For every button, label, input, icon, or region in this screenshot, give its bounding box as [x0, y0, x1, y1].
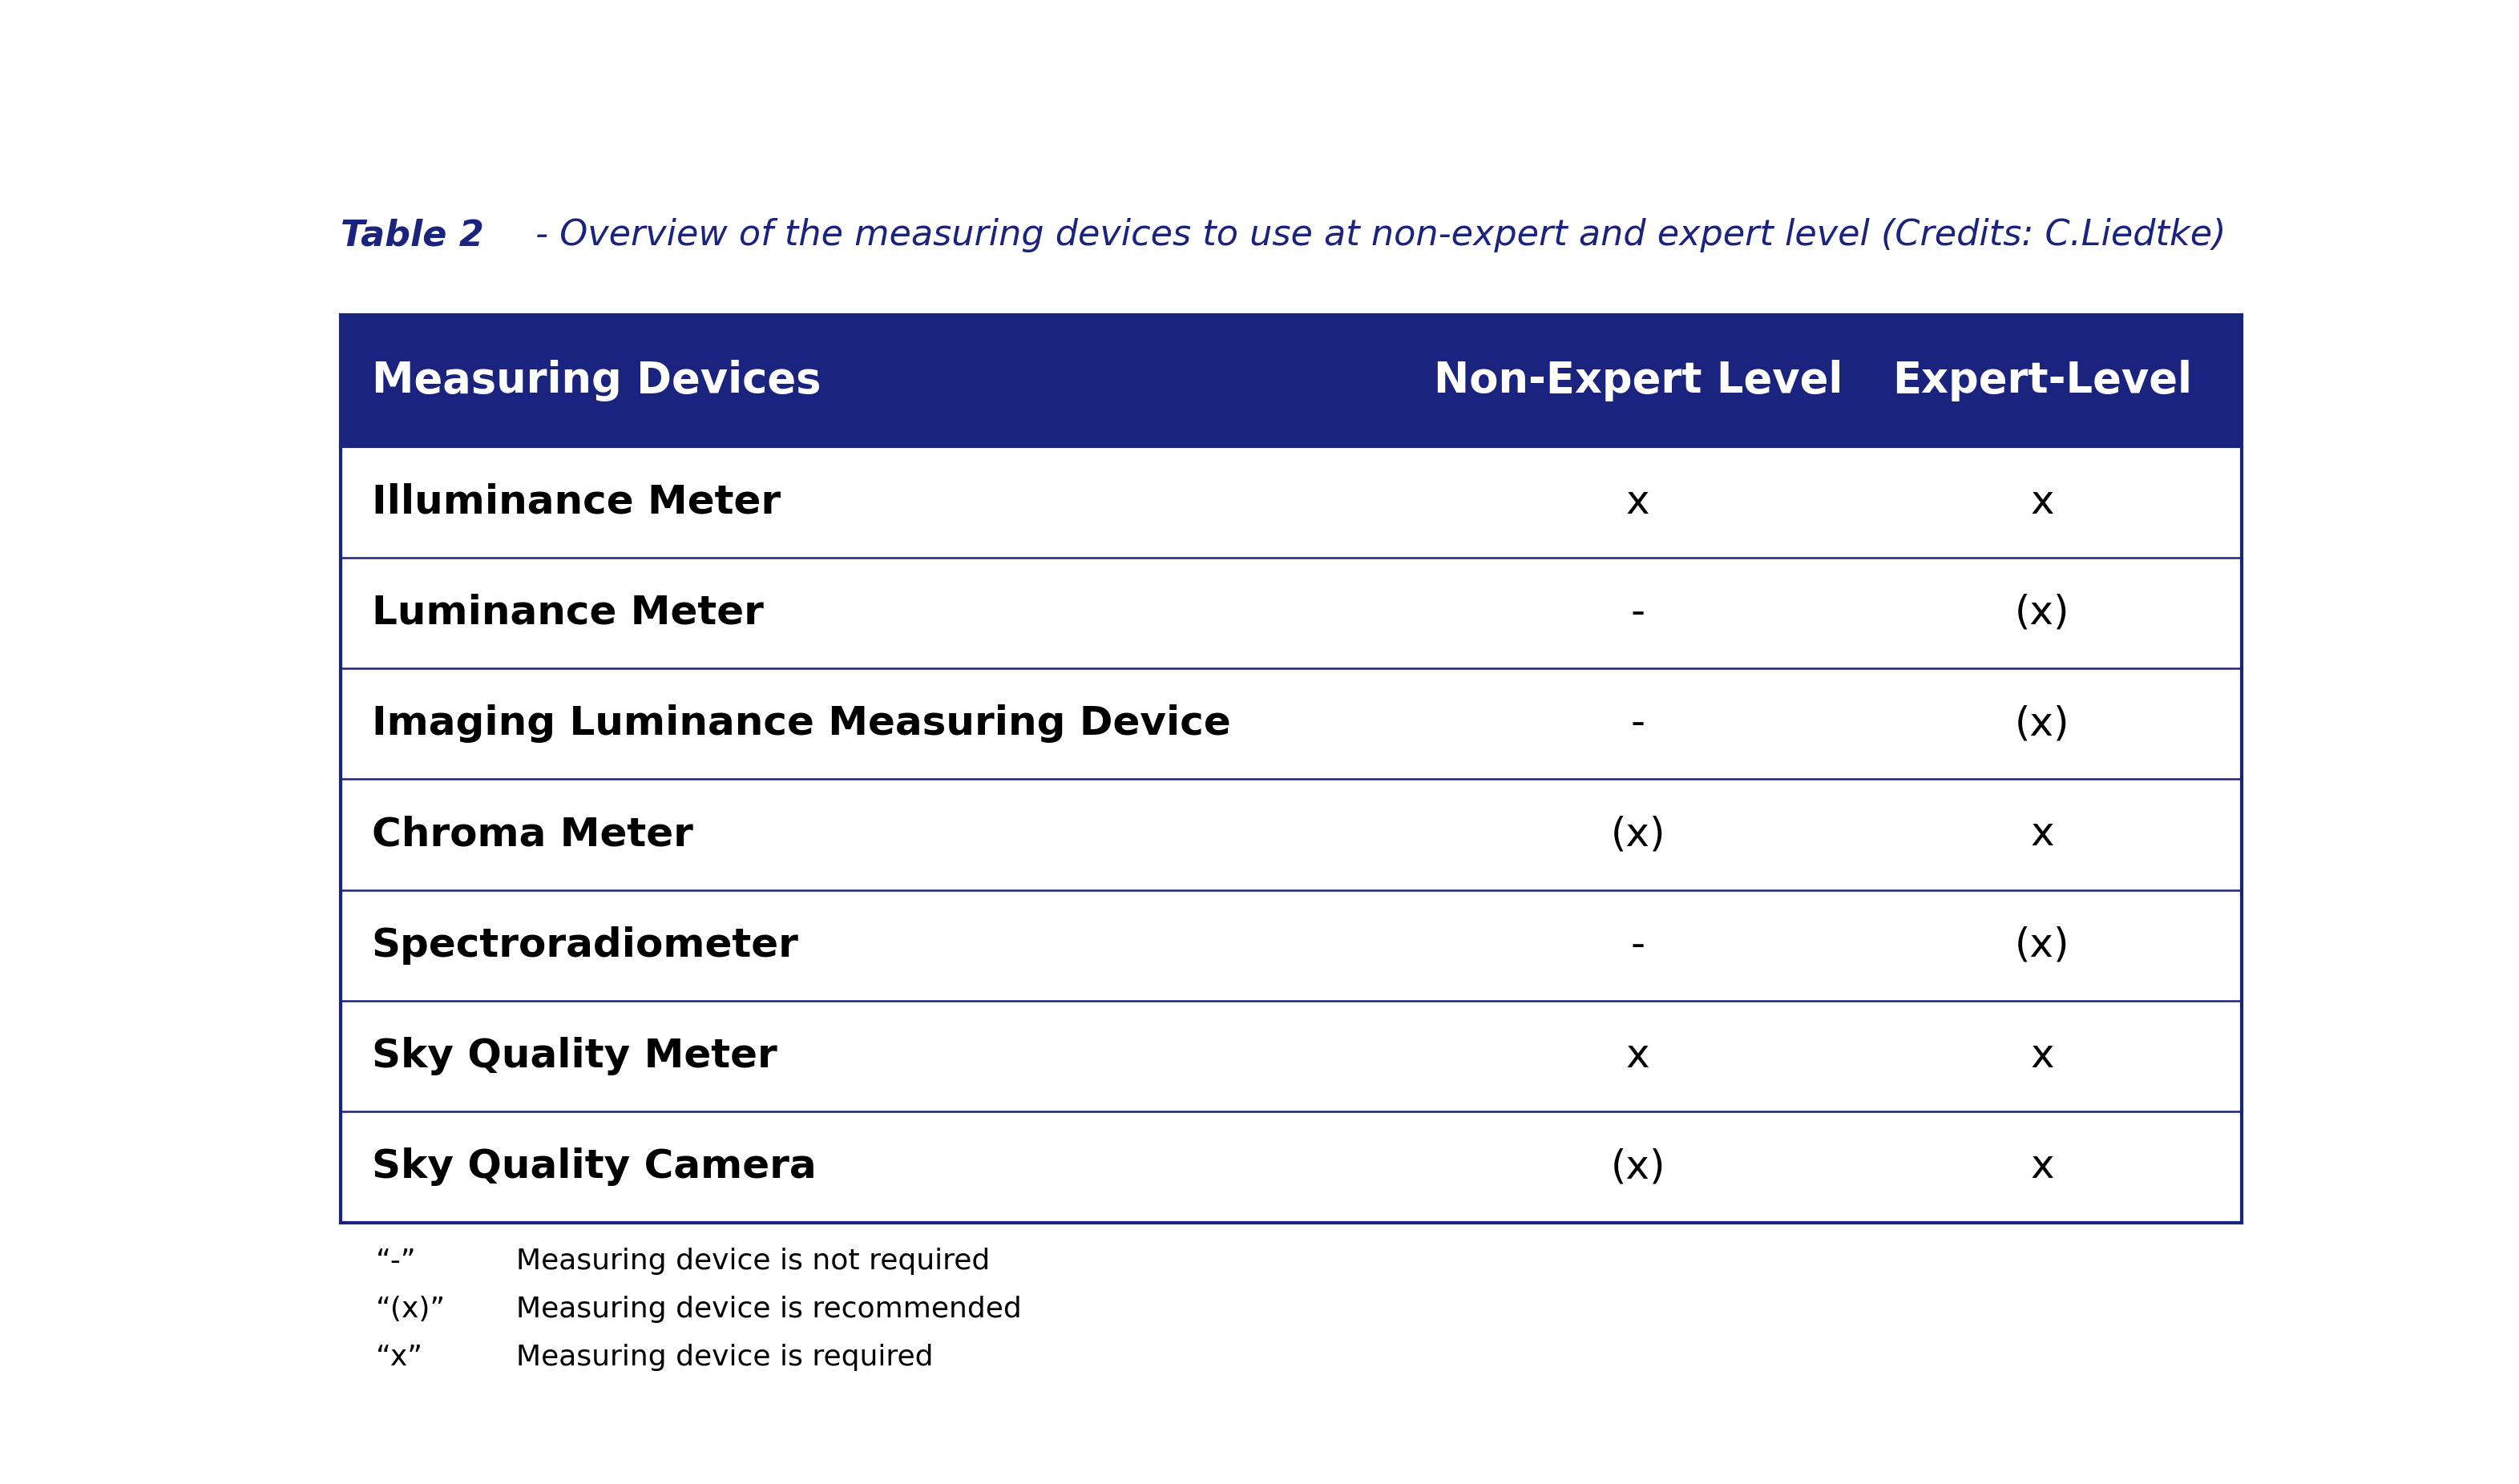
Text: x: x [2030, 1037, 2053, 1076]
Text: Measuring Devices: Measuring Devices [370, 361, 821, 402]
Text: - Overview of the measuring devices to use at non-expert and expert level (Credi: - Overview of the measuring devices to u… [524, 218, 2227, 252]
Text: Sky Quality Camera: Sky Quality Camera [370, 1147, 816, 1186]
Text: x: x [1627, 482, 1650, 521]
Text: x: x [2030, 815, 2053, 853]
Text: Illuminance Meter: Illuminance Meter [370, 482, 781, 521]
Bar [340, 890, 2242, 1000]
Text: x: x [2030, 482, 2053, 521]
Text: (x): (x) [1610, 815, 1665, 853]
Text: Expert-Level: Expert-Level [1892, 361, 2192, 402]
Bar [340, 1112, 2242, 1223]
Text: Sky Quality Meter: Sky Quality Meter [370, 1037, 776, 1076]
Text: Chroma Meter: Chroma Meter [370, 815, 693, 853]
Text: Non-Expert Level: Non-Expert Level [1433, 361, 1841, 402]
Bar [340, 447, 2242, 558]
Text: -: - [1630, 594, 1645, 632]
Text: -: - [1630, 926, 1645, 965]
Text: Measuring device is required: Measuring device is required [516, 1343, 932, 1371]
Text: “-”: “-” [375, 1248, 416, 1275]
Bar [340, 779, 2242, 890]
Text: (x): (x) [2015, 594, 2071, 632]
Text: Imaging Luminance Measuring Device: Imaging Luminance Measuring Device [370, 705, 1229, 743]
Text: “x”: “x” [375, 1343, 423, 1371]
Bar [340, 668, 2242, 779]
Text: Table 2: Table 2 [340, 218, 484, 252]
Text: (x): (x) [1610, 1147, 1665, 1186]
Text: -: - [1630, 705, 1645, 743]
Text: Spectroradiometer: Spectroradiometer [370, 926, 799, 965]
Text: (x): (x) [2015, 926, 2071, 965]
Text: Luminance Meter: Luminance Meter [370, 594, 763, 632]
Text: x: x [2030, 1147, 2053, 1186]
Text: x: x [1627, 1037, 1650, 1076]
Bar [340, 1000, 2242, 1112]
Text: Measuring device is recommended: Measuring device is recommended [516, 1296, 1023, 1322]
Text: “(x)”: “(x)” [375, 1296, 446, 1322]
Bar [340, 558, 2242, 668]
Text: (x): (x) [2015, 705, 2071, 743]
Text: Measuring device is not required: Measuring device is not required [516, 1248, 990, 1275]
